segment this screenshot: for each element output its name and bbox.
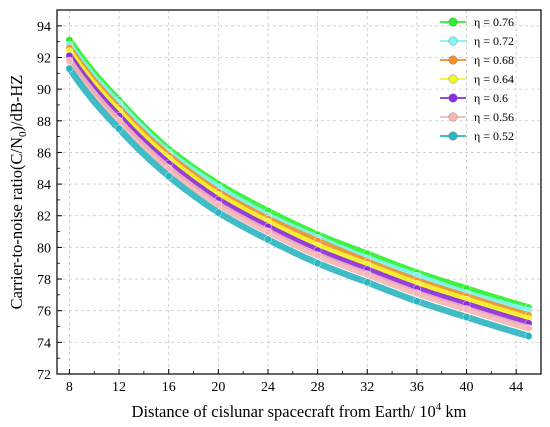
series-layer [65, 36, 533, 340]
x-tick-label: 12 [112, 380, 126, 395]
series-line [66, 47, 532, 322]
y-tick-label: 82 [37, 210, 51, 225]
x-tick-label: 24 [261, 380, 275, 395]
series-line [66, 52, 532, 327]
y-tick-label: 92 [37, 51, 51, 66]
legend-label: η = 0.72 [474, 34, 514, 48]
series-point [363, 278, 372, 287]
series-1 [65, 40, 533, 315]
series-point [363, 270, 372, 279]
legend-entry: η = 0.64 [440, 72, 514, 86]
series-point [164, 172, 173, 181]
series-point [313, 251, 322, 260]
series-line [66, 36, 532, 311]
y-axis-label: Carrier-to-noise ratio(C/N0)/dB-HZ [7, 75, 29, 310]
legend-swatch-marker [448, 55, 458, 65]
legend-label: η = 0.68 [474, 53, 514, 67]
series-0 [65, 36, 533, 312]
x-tick-label: 36 [410, 380, 424, 395]
axis-ticks: 8 12 16 20 24 28 32 36 40 44 72 74 76 78 80 82 84 86 88 90 9… [37, 20, 542, 395]
x-tick-label: 8 [66, 380, 73, 395]
legend-swatch-marker [448, 36, 458, 46]
y-tick-label: 88 [37, 115, 51, 130]
series-point [524, 332, 533, 340]
series-line [66, 44, 532, 319]
series-6 [65, 64, 533, 340]
series-point [115, 124, 123, 133]
y-tick-label: 90 [37, 83, 51, 98]
legend-swatch-marker [448, 112, 458, 122]
x-tick-label: 28 [311, 380, 325, 395]
x-tick-label: 16 [162, 380, 176, 395]
series-point [264, 235, 272, 244]
series-line [66, 41, 532, 314]
x-axis-label: Distance of cislunar spacecraft from Ear… [132, 401, 467, 421]
series-point [313, 259, 322, 268]
legend-entry: η = 0.6 [440, 91, 508, 105]
y-tick-label: 86 [37, 146, 51, 161]
series-point [462, 305, 471, 314]
x-tick-label: 32 [360, 380, 374, 395]
series-point [524, 324, 533, 333]
legend-swatch-marker [448, 93, 458, 103]
legend-entry: η = 0.72 [440, 34, 514, 48]
legend-entry: η = 0.56 [440, 110, 514, 124]
series-point [65, 56, 74, 65]
legend-swatch-marker [448, 74, 458, 84]
legend-label: η = 0.52 [474, 129, 514, 143]
y-tick-label: 84 [37, 178, 51, 193]
y-tick-label: 80 [37, 241, 51, 256]
series-point [164, 164, 173, 173]
series-point [412, 297, 421, 306]
x-tick-label: 20 [211, 380, 225, 395]
y-tick-label: 94 [37, 20, 51, 35]
legend-entry: η = 0.52 [440, 129, 514, 143]
series-point [462, 313, 471, 321]
y-tick-label: 74 [37, 336, 51, 351]
series-line [66, 57, 532, 332]
legend-entry: η = 0.68 [440, 53, 514, 67]
series-line [66, 65, 532, 340]
x-tick-label: 44 [509, 380, 523, 395]
plot-frame [56, 9, 542, 375]
y-tick-label: 78 [37, 273, 51, 288]
legend-swatch-marker [448, 131, 458, 141]
legend: η = 0.76 η = 0.72 η = 0.68 η = 0.64 η = 0.6 η… [440, 15, 514, 143]
series-point [214, 208, 223, 217]
legend-label: η = 0.6 [474, 91, 508, 105]
legend-label: η = 0.64 [474, 72, 514, 86]
series-2 [65, 44, 533, 320]
series-point [214, 200, 223, 209]
y-tick-label: 72 [37, 368, 51, 383]
legend-label: η = 0.76 [474, 15, 514, 29]
y-tick-label: 76 [37, 305, 51, 320]
legend-label: η = 0.56 [474, 110, 514, 124]
series-point [264, 227, 272, 236]
x-tick-label: 40 [460, 380, 474, 395]
series-point [412, 289, 421, 298]
legend-swatch-marker [448, 17, 458, 27]
series-point [65, 64, 74, 73]
legend-entry: η = 0.76 [440, 15, 514, 29]
